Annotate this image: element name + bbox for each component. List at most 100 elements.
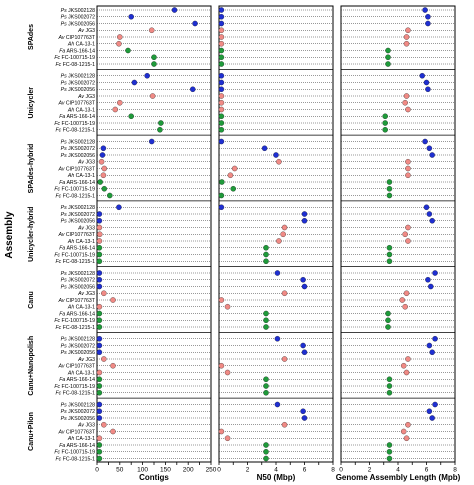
group-label: Canu	[28, 291, 35, 309]
data-point	[96, 211, 103, 217]
data-point	[386, 442, 393, 448]
data-point	[96, 217, 103, 224]
data-point	[231, 165, 238, 172]
data-point	[263, 442, 269, 448]
x-axis-title: N50 (Mbp)	[257, 473, 296, 482]
group-label: SPAdes	[28, 24, 35, 50]
row-label: Ah CA-13-1	[67, 173, 95, 179]
data-point	[96, 448, 103, 455]
data-point	[218, 127, 225, 133]
data-point	[403, 290, 410, 296]
data-point	[263, 383, 269, 389]
data-point	[144, 73, 150, 79]
data-point	[281, 290, 288, 296]
data-point	[218, 113, 225, 120]
data-point	[96, 349, 103, 355]
row-label: Fc FC-08-1215-1	[56, 193, 96, 199]
data-point	[403, 34, 410, 40]
data-point	[261, 145, 268, 151]
x-tick-label: 150	[160, 467, 171, 474]
x-tick-label: 0	[95, 467, 99, 474]
row-label: Ps JKS002072	[61, 212, 95, 218]
row-label: Fc FC-08-1215-1	[56, 325, 96, 331]
data-point	[382, 113, 388, 120]
data-point	[96, 244, 103, 251]
data-point	[218, 100, 225, 106]
data-point	[110, 362, 116, 369]
data-point	[227, 172, 234, 178]
data-point	[405, 238, 411, 244]
row-label: Fc FC-100715-19	[54, 450, 95, 456]
data-point	[386, 179, 393, 185]
data-point	[218, 20, 225, 27]
data-point	[263, 324, 269, 330]
data-point	[386, 383, 393, 389]
data-point	[100, 145, 107, 151]
row-label: Av CIP107763T	[57, 298, 95, 304]
data-point	[218, 362, 225, 369]
row-label: Ps JKS002072	[61, 278, 95, 284]
data-point	[96, 317, 103, 323]
data-point	[218, 34, 225, 40]
x-tick-label: 4	[274, 467, 278, 474]
x-axis-title: Contigs	[139, 473, 169, 482]
data-point	[116, 204, 122, 210]
data-point	[131, 79, 138, 86]
row-label: Av CIP107763T	[57, 232, 95, 238]
x-tick-label: 50	[116, 467, 124, 474]
data-point	[218, 192, 225, 199]
row-label: Av CIP107763T	[57, 166, 95, 172]
data-point	[192, 20, 198, 27]
data-point	[158, 120, 164, 126]
data-point	[148, 27, 155, 33]
data-point	[218, 79, 225, 86]
data-point	[422, 7, 428, 13]
data-point	[224, 303, 231, 310]
data-point	[426, 408, 433, 414]
row-label: Fa ARS-166-14	[59, 114, 95, 120]
row-label: Av CIP107763T	[57, 364, 95, 370]
row-label: Fc FC-08-1215-1	[56, 391, 96, 397]
x-axis-title: Genome Assembly Length (Mpb)	[336, 473, 461, 482]
row-label: Ps JKS002072	[61, 15, 95, 21]
data-point	[382, 120, 388, 126]
row-label: Ps JKS002056	[61, 87, 95, 93]
data-point	[117, 100, 123, 106]
data-point	[218, 86, 225, 93]
data-point	[386, 258, 393, 264]
data-point	[429, 217, 435, 224]
data-point	[402, 303, 408, 310]
data-point	[218, 204, 225, 210]
data-point	[386, 185, 393, 192]
data-point	[386, 244, 393, 251]
row-label: Fa ARS-166-14	[59, 180, 95, 186]
data-point	[405, 27, 411, 33]
row-label: Ps JKS002056	[61, 416, 95, 422]
data-point	[151, 61, 157, 67]
row-label: Ah CA-13-1	[67, 42, 95, 48]
group-label: Canu+Nanopolish	[28, 336, 35, 396]
data-point	[425, 86, 431, 93]
data-point	[219, 179, 225, 185]
row-label: Fa ARS-166-14	[59, 377, 95, 383]
data-point	[148, 138, 155, 145]
data-point	[425, 276, 431, 283]
group-label: Unicycler	[28, 87, 35, 119]
data-point	[96, 251, 103, 258]
data-point	[405, 356, 411, 362]
data-point	[422, 138, 428, 145]
data-point	[281, 356, 288, 362]
data-point	[382, 127, 388, 133]
data-point	[274, 401, 281, 408]
data-point	[218, 61, 225, 67]
data-point	[112, 106, 118, 113]
data-point	[96, 270, 103, 276]
data-point	[218, 7, 225, 13]
row-label: Av JG3	[77, 225, 95, 231]
data-point	[263, 310, 269, 317]
x-tick-label: 200	[183, 467, 194, 474]
data-point	[218, 73, 225, 79]
data-point	[263, 389, 269, 396]
